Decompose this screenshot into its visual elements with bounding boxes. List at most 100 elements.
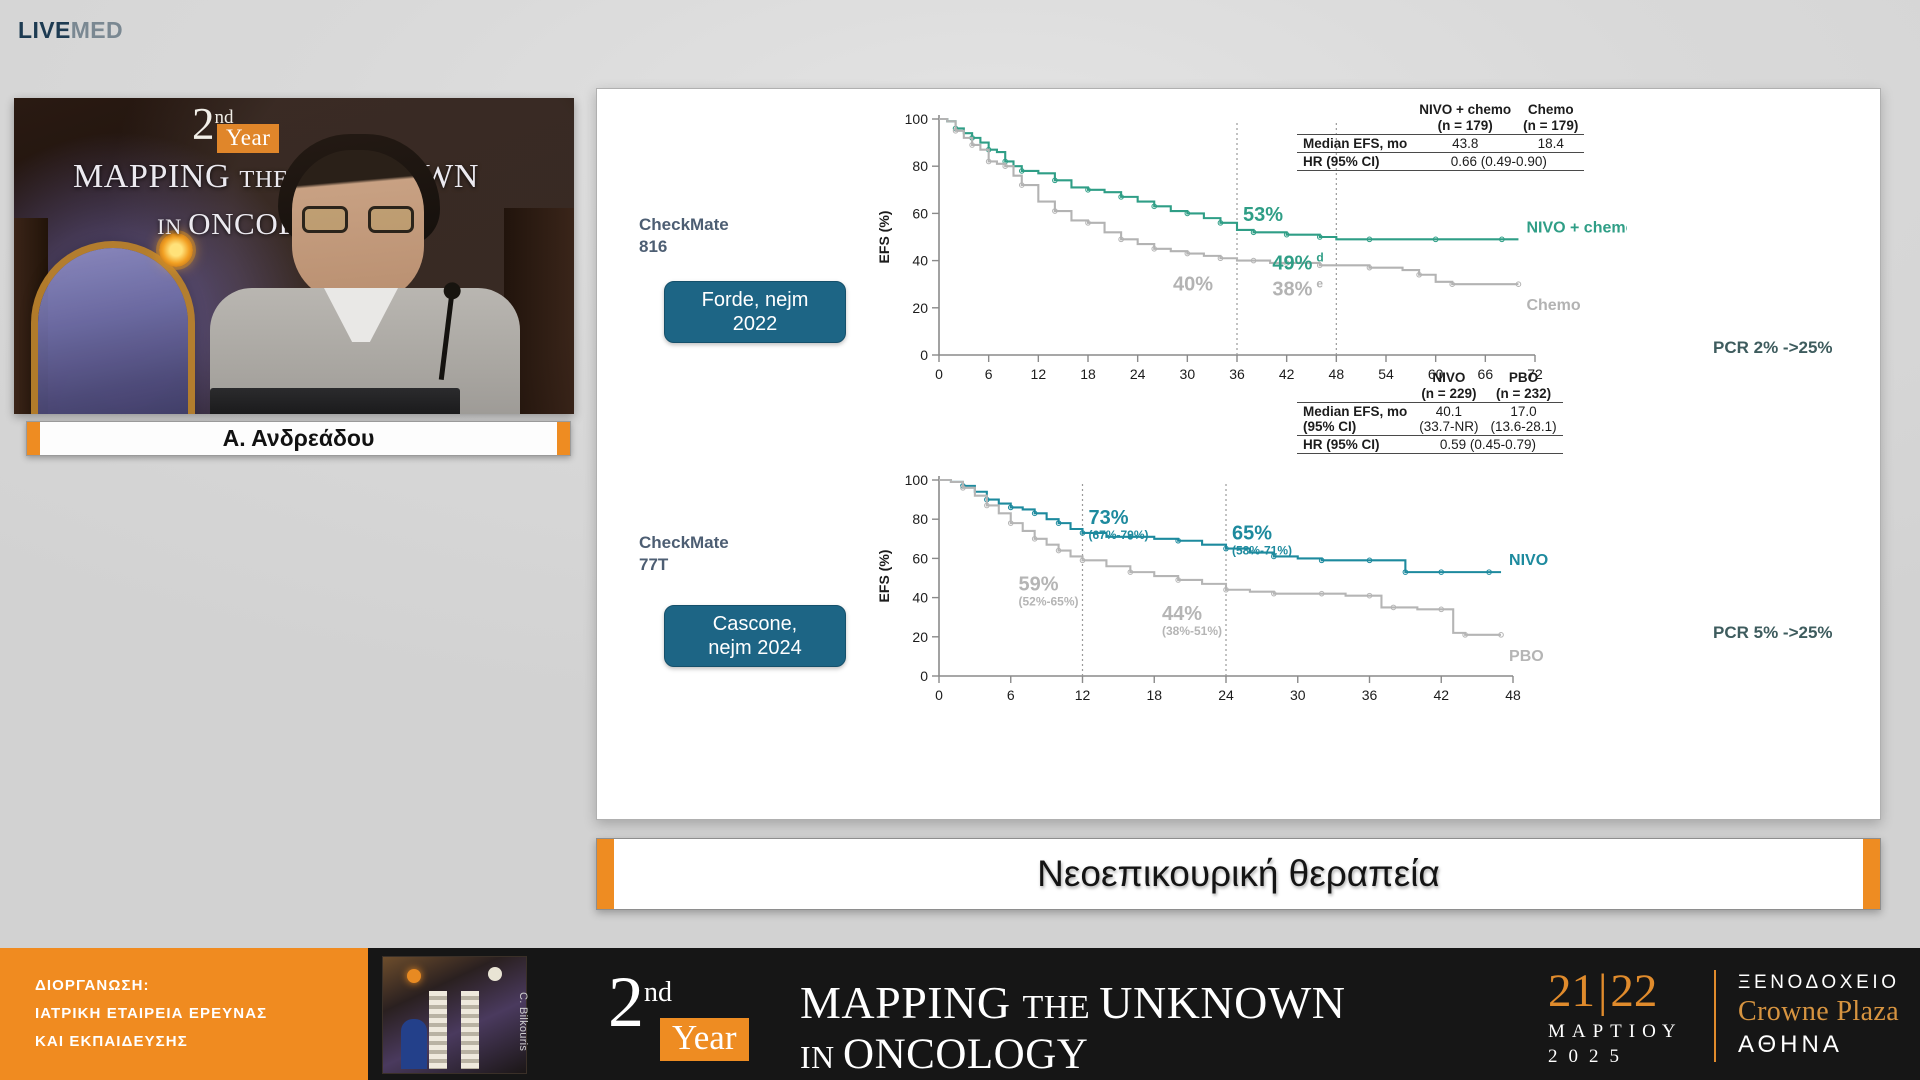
chart-77t-y-axis-label: EFS (%) xyxy=(876,550,892,603)
svg-text:40%: 40% xyxy=(1173,274,1213,296)
svg-text:42: 42 xyxy=(1279,366,1295,382)
svg-text:12: 12 xyxy=(1075,687,1091,703)
backdrop-portal xyxy=(38,248,188,414)
svg-text:18: 18 xyxy=(1146,687,1162,703)
artwork-column-right xyxy=(461,991,479,1069)
svg-text:80: 80 xyxy=(912,511,928,527)
svg-text:(38%-51%): (38%-51%) xyxy=(1162,624,1222,638)
svg-text:30: 30 xyxy=(1290,687,1306,703)
chart-816-y-ticks: 0 20 40 60 80 100 xyxy=(905,111,939,363)
svg-text:60: 60 xyxy=(1428,366,1444,382)
svg-text:72: 72 xyxy=(1527,366,1543,382)
footer-month: ΜΑΡΤΙΟΥ xyxy=(1548,1021,1683,1042)
artwork-sun-icon xyxy=(407,969,421,983)
svg-text:48: 48 xyxy=(1329,366,1345,382)
svg-text:40: 40 xyxy=(912,253,928,269)
footer-year-badge: Year xyxy=(660,1018,749,1061)
t77t-row1-v2: 17.0 (13.6-28.1) xyxy=(1484,402,1563,436)
artwork-column-left xyxy=(429,991,447,1069)
speaker-video[interactable]: 2nd Year MAPPING THE UNKNOWN IN ONCOLOGY xyxy=(14,98,574,414)
speaker-glasses xyxy=(302,206,414,233)
t816-row2-value: 0.66 (0.49-0.90) xyxy=(1413,152,1585,172)
footer-title-line1: MAPPING THE UNKNOWN xyxy=(800,977,1346,1028)
footer-year: 2025 xyxy=(1548,1046,1630,1067)
artwork-moon-icon xyxy=(488,967,502,981)
study-label-checkmate77t: CheckMate 77T xyxy=(639,533,729,575)
chart-816-x-ticks: 0 6 12 18 24 30 36 42 48 54 60 66 72 xyxy=(935,355,1543,382)
t77t-col2: PBO (n = 232) xyxy=(1495,370,1552,401)
pcr-note-816: PCR 2% ->25% xyxy=(1713,338,1833,357)
svg-text:36: 36 xyxy=(1229,366,1245,382)
svg-text:6: 6 xyxy=(985,366,993,382)
venue-city: ΑΘΗΝΑ xyxy=(1738,1031,1843,1058)
svg-text:44%: 44% xyxy=(1162,603,1202,625)
t77t-row1-label: Median EFS, mo (95% CI) xyxy=(1297,402,1414,436)
reference-cascone-label: Cascone, nejm 2024 xyxy=(708,613,802,659)
svg-text:NIVO + chemo: NIVO + chemo xyxy=(1526,219,1627,236)
chart-77t-svg: 0 20 40 60 80 100 0 6 12 18 24 30 36 42 48 EFS (%) 73… xyxy=(876,472,1548,703)
logo-live: LIVE xyxy=(18,17,71,43)
study-label-checkmate816: CheckMate 816 xyxy=(639,215,729,257)
organizer-line2: ΙΑΤΡΙΚΗ ΕΤΑΙΡΕΙΑ ΕΡΕΥΝΑΣ xyxy=(35,1005,268,1023)
footer-days: 21|22 xyxy=(1548,965,1658,1017)
svg-text:24: 24 xyxy=(1130,366,1146,382)
pcr-note-77t: PCR 5% ->25% xyxy=(1713,623,1833,642)
t816-row2-label: HR (95% CI) xyxy=(1297,152,1414,172)
chart-77t-vlines xyxy=(1081,484,1227,676)
svg-text:48: 48 xyxy=(1505,687,1521,703)
t816-row1-v2: 18.4 xyxy=(1517,134,1585,153)
svg-text:(67%-79%): (67%-79%) xyxy=(1089,528,1149,542)
t816-col1: NIVO + chemo (n = 179) xyxy=(1419,102,1512,133)
svg-text:e: e xyxy=(1316,276,1323,290)
footer-venue: ΞΕΝΟΔΟΧΕΙΟ Crowne Plaza ΑΘΗΝΑ xyxy=(1738,972,1900,1059)
venue-label: ΞΕΝΟΔΟΧΕΙΟ xyxy=(1738,972,1900,993)
chart-77t-legend: NIVO PBO xyxy=(1509,552,1548,665)
speaker-head xyxy=(292,150,424,302)
t816-row1-label: Median EFS, mo xyxy=(1297,134,1414,153)
artwork-figure xyxy=(401,1019,427,1069)
t77t-row2-value: 0.59 (0.45-0.79) xyxy=(1413,435,1563,455)
svg-text:(58%-71%): (58%-71%) xyxy=(1232,544,1292,558)
venue-name: Crowne Plaza xyxy=(1738,996,1900,1027)
t816-row1-v1: 43.8 xyxy=(1413,134,1518,153)
reference-button-forde[interactable]: Forde, nejm 2022 xyxy=(664,281,846,343)
svg-text:0: 0 xyxy=(935,687,943,703)
chart-77t-series xyxy=(939,478,1504,638)
svg-text:49%: 49% xyxy=(1272,252,1312,274)
reference-button-cascone[interactable]: Cascone, nejm 2024 xyxy=(664,605,846,667)
t816-col2: Chemo (n = 179) xyxy=(1523,102,1579,133)
backdrop-sun-icon xyxy=(159,233,193,267)
event-footer: ΔΙΟΡΓΑΝΩΣΗ: ΙΑΤΡΙΚΗ ΕΤΑΙΡΕΙΑ ΕΡΕΥΝΑΣ ΚΑΙ… xyxy=(0,948,1920,1080)
svg-text:0: 0 xyxy=(935,366,943,382)
footer-title-line2: IN ONCOLOGY xyxy=(800,1031,1089,1078)
svg-text:24: 24 xyxy=(1218,687,1234,703)
chart-816-y-axis-label: EFS (%) xyxy=(876,211,892,264)
t77t-col1: NIVO (n = 229) xyxy=(1421,370,1477,401)
stats-table-77t: NIVO (n = 229) PBO (n = 232) Median EFS, m… xyxy=(1297,369,1563,455)
svg-text:(52%-65%): (52%-65%) xyxy=(1019,594,1079,608)
svg-text:53%: 53% xyxy=(1243,204,1283,226)
svg-text:59%: 59% xyxy=(1019,573,1059,595)
footer-artwork xyxy=(382,956,527,1074)
chart-77t-y-ticks: 0 20 40 60 80 100 xyxy=(905,472,939,684)
chart-77t-x-ticks: 0 6 12 18 24 30 36 42 48 xyxy=(935,676,1521,703)
chart-checkmate816: 0 20 40 60 80 100 0 6 12 18 24 30 36 42 48 54 60 66 72 EF… xyxy=(867,97,1627,427)
presentation-slide: CheckMate 816 Forde, nejm 2022 PCR 2% ->… xyxy=(596,88,1881,820)
svg-text:42: 42 xyxy=(1433,687,1449,703)
footer-dates: 21|22 ΜΑΡΤΙΟΥ 2025 xyxy=(1548,968,1683,1068)
svg-text:73%: 73% xyxy=(1089,507,1129,529)
artwork-credit: C. Bilkouris xyxy=(517,992,529,1052)
chart-816-series xyxy=(939,117,1522,287)
svg-text:36: 36 xyxy=(1362,687,1378,703)
speaker-name: Α. Ανδρεάδου xyxy=(222,425,375,451)
footer-divider xyxy=(1714,970,1716,1062)
slide-title-banner: Νεοεπικουρική θεραπεία xyxy=(596,838,1881,910)
backdrop-edition-number: 2nd xyxy=(192,99,234,149)
svg-text:66: 66 xyxy=(1478,366,1494,382)
reference-forde-label: Forde, nejm 2022 xyxy=(701,289,809,335)
svg-text:100: 100 xyxy=(905,111,929,127)
svg-text:0: 0 xyxy=(920,347,928,363)
podium-laptop xyxy=(210,388,460,414)
t77t-row1-v1: 40.1 (33.7-NR) xyxy=(1413,402,1485,436)
